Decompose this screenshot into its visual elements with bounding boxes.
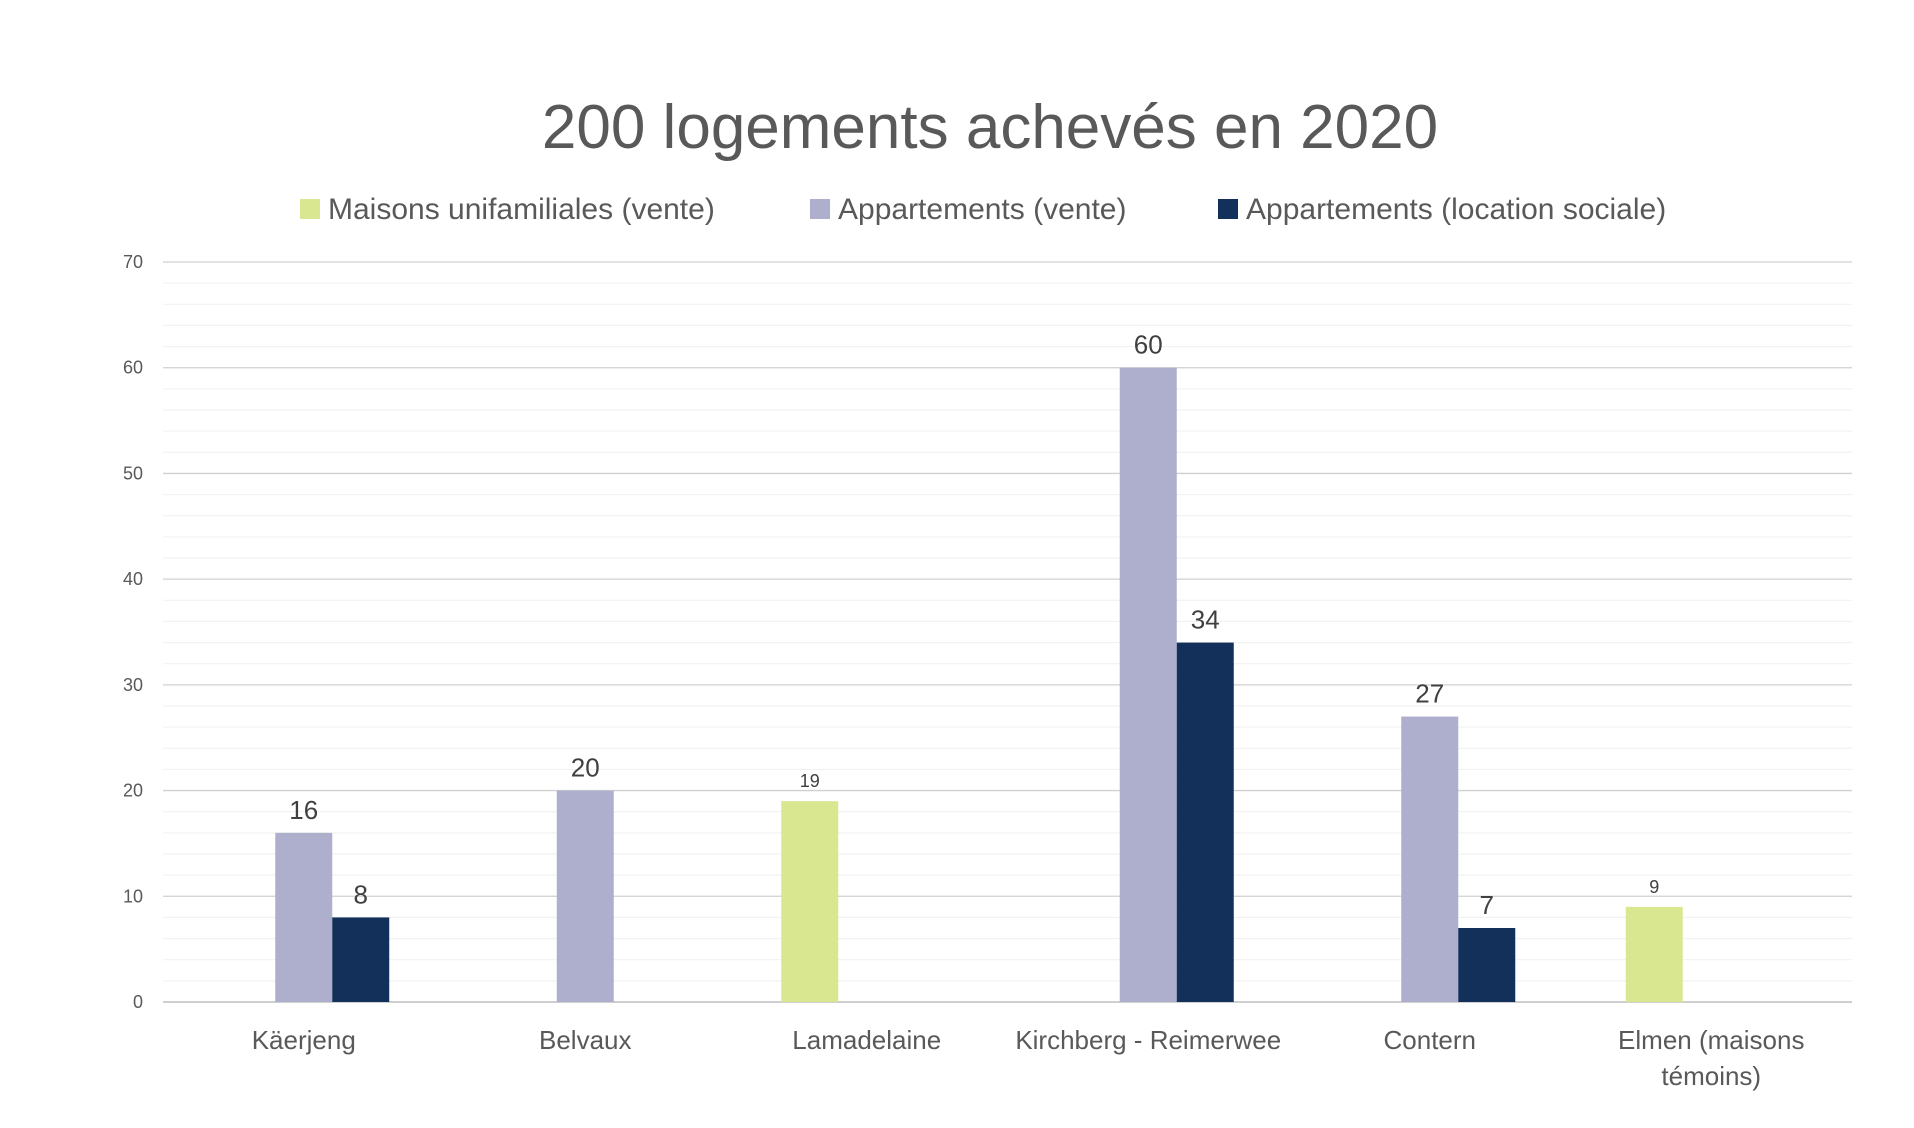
data-label: 20 (571, 753, 600, 783)
legend-swatch-3 (1218, 199, 1238, 219)
y-tick-label: 60 (123, 358, 143, 378)
legend-swatch-2 (810, 199, 830, 219)
y-tick-label: 0 (133, 992, 143, 1012)
data-label: 9 (1649, 877, 1659, 897)
bars (275, 367, 1683, 1002)
bar (332, 917, 390, 1002)
y-tick-label: 10 (123, 886, 143, 906)
gridlines (163, 261, 1852, 1003)
bar (1119, 367, 1177, 1002)
bar (781, 801, 839, 1002)
x-tick-label: Kirchberg - Reimerwee (1015, 1025, 1281, 1055)
legend-label-1: Maisons unifamiliales (vente) (328, 193, 715, 226)
y-axis: 0 10 20 30 40 50 60 70 (123, 252, 143, 1012)
data-label: 34 (1191, 605, 1220, 635)
x-tick-label: témoins) (1661, 1061, 1761, 1091)
x-tick-label: Käerjeng (252, 1025, 356, 1055)
bar (1176, 642, 1234, 1002)
y-tick-label: 50 (123, 463, 143, 483)
legend-label-3: Appartements (location sociale) (1246, 193, 1666, 226)
data-label: 8 (354, 879, 368, 909)
y-tick-label: 70 (123, 252, 143, 272)
y-tick-label: 40 (123, 569, 143, 589)
data-label: 16 (289, 795, 318, 825)
data-label: 27 (1415, 679, 1444, 709)
data-label: 60 (1134, 330, 1163, 360)
bar (1401, 716, 1459, 1002)
bar (275, 832, 333, 1002)
legend-swatch-1 (300, 199, 320, 219)
x-tick-label: Contern (1384, 1025, 1477, 1055)
x-tick-label: Belvaux (539, 1025, 632, 1055)
legend: Maisons unifamiliales (vente) Appartement… (300, 193, 1666, 226)
x-axis: Käerjeng Belvaux Lamadelaine Kirchberg - Re… (252, 1025, 1805, 1091)
data-label: 7 (1480, 890, 1494, 920)
x-tick-label: Elmen (maisons (1618, 1025, 1804, 1055)
bar (556, 790, 614, 1002)
legend-label-2: Appartements (vente) (838, 193, 1126, 226)
data-labels: 16 8 20 19 60 34 27 7 9 (289, 330, 1659, 920)
x-tick-label: Lamadelaine (792, 1025, 941, 1055)
bar (1625, 906, 1683, 1002)
y-tick-label: 20 (123, 781, 143, 801)
data-label: 19 (800, 771, 820, 791)
bar (1458, 928, 1516, 1002)
chart-title: 200 logements achevés en 2020 (542, 93, 1438, 162)
y-tick-label: 30 (123, 675, 143, 695)
